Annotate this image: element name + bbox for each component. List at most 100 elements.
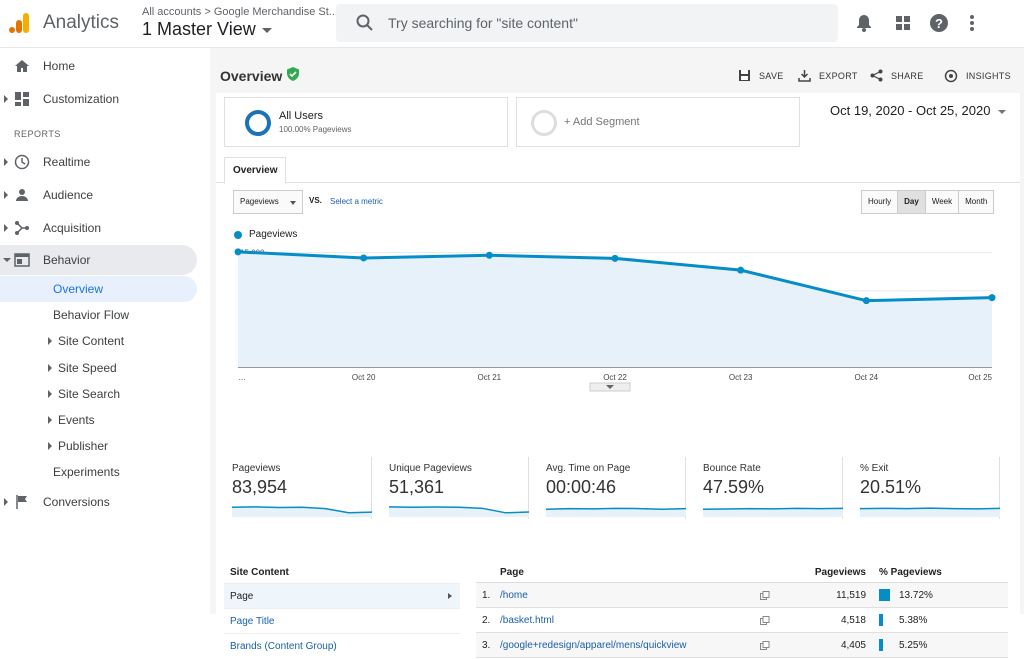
copy-icon[interactable] xyxy=(760,591,770,601)
scorecard[interactable]: % Exit 20.51% xyxy=(852,457,1000,519)
chevron-right-icon xyxy=(48,416,52,424)
top-bar: Analytics All accounts > Google Merchand… xyxy=(0,0,1024,48)
col-pageviews[interactable]: Pageviews xyxy=(814,567,866,578)
sidebar-item-label: Behavior xyxy=(43,253,91,267)
sidebar-item-behavior-flow[interactable]: Behavior Flow xyxy=(0,302,197,328)
dimension-brands[interactable]: Brands (Content Group) xyxy=(224,633,460,658)
export-label: EXPORT xyxy=(819,70,858,81)
sidebar-item-realtime[interactable]: Realtime xyxy=(0,147,197,177)
copy-icon[interactable] xyxy=(760,616,770,626)
sidebar-item-label: Acquisition xyxy=(43,221,102,235)
site-content-dimensions: Site Content Page Page Title Brands (Con… xyxy=(224,563,460,658)
sidebar-item-site-content[interactable]: Site Content xyxy=(0,328,197,354)
metric-dropdown-value: Pageviews xyxy=(240,197,279,206)
x-tick-label: ... xyxy=(239,373,246,382)
apps-grid-icon[interactable] xyxy=(893,13,913,33)
dimension-page[interactable]: Page xyxy=(224,583,460,608)
export-button[interactable]: EXPORT xyxy=(798,69,858,82)
select-metric-link[interactable]: Select a metric xyxy=(330,197,383,206)
scorecard[interactable]: Bounce Rate 47.59% xyxy=(695,457,843,519)
more-vert-icon[interactable] xyxy=(962,13,982,33)
scorecard-value: 83,954 xyxy=(232,477,288,497)
vs-label: VS. xyxy=(309,196,322,205)
scorecard[interactable]: Unique Pageviews 51,361 xyxy=(381,457,529,519)
svg-text:?: ? xyxy=(935,16,943,31)
sidebar-item-publisher[interactable]: Publisher xyxy=(0,433,197,459)
insights-button[interactable]: INSIGHTS xyxy=(944,69,1011,83)
scorecard[interactable]: Pageviews 83,954 xyxy=(224,457,372,519)
sidebar-item-home[interactable]: Home xyxy=(0,51,197,81)
sidebar-item-site-search[interactable]: Site Search xyxy=(0,381,197,407)
bell-icon[interactable] xyxy=(854,13,874,33)
row-pageviews: 4,518 xyxy=(840,615,866,626)
dimension-label: Page xyxy=(230,591,254,602)
tab-overview[interactable]: Overview xyxy=(224,157,287,184)
scorecard-label: Avg. Time on Page xyxy=(546,463,631,474)
sidebar-item-conversions[interactable]: Conversions xyxy=(0,487,197,517)
granularity-month-button[interactable]: Month xyxy=(959,191,994,213)
row-pct: 5.25% xyxy=(899,640,928,651)
chevron-right-icon xyxy=(4,95,8,103)
sidebar-item-acquisition[interactable]: Acquisition xyxy=(0,213,197,243)
granularity-toggle: Hourly Day Week Month xyxy=(861,190,995,214)
row-page-link[interactable]: /home xyxy=(500,590,528,601)
sparkline-line xyxy=(860,507,1000,510)
granularity-week-button[interactable]: Week xyxy=(925,191,960,213)
sidebar-item-label: Events xyxy=(58,413,95,427)
chevron-down-icon xyxy=(261,27,272,33)
table-row: 3. /google+redesign/apparel/mens/quickvie… xyxy=(476,633,1008,658)
sparkline-area xyxy=(546,508,686,517)
sidebar-item-experiments[interactable]: Experiments xyxy=(0,459,197,485)
add-segment-button[interactable]: + Add Segment xyxy=(516,97,800,147)
sparkline xyxy=(860,507,1000,517)
search-input[interactable] xyxy=(388,4,818,42)
search-bar[interactable] xyxy=(336,4,838,42)
empty-segment-ring-icon xyxy=(531,110,557,136)
sidebar-item-customization[interactable]: Customization xyxy=(0,84,197,114)
copy-icon[interactable] xyxy=(760,641,770,651)
sidebar-item-label: Home xyxy=(43,59,76,73)
row-page-link[interactable]: /google+redesign/apparel/mens/quickview xyxy=(500,640,687,651)
granularity-hourly-button[interactable]: Hourly xyxy=(862,191,899,213)
x-tick-label: Oct 25 xyxy=(968,373,992,382)
export-icon xyxy=(798,70,811,82)
date-range-label: Oct 19, 2020 - Oct 25, 2020 xyxy=(830,103,991,118)
date-range-picker[interactable]: Oct 19, 2020 - Oct 25, 2020 xyxy=(830,103,1007,118)
data-point xyxy=(485,251,493,259)
row-pageviews: 4,405 xyxy=(840,640,866,651)
share-button[interactable]: SHARE xyxy=(870,69,924,82)
row-index: 3. xyxy=(482,640,491,651)
scorecard-value: 00:00:46 xyxy=(546,477,617,497)
chevron-down-icon xyxy=(3,258,11,262)
sidebar-item-site-speed[interactable]: Site Speed xyxy=(0,355,197,381)
sidebar-item-behavior[interactable]: Behavior xyxy=(0,245,197,275)
sparkline xyxy=(389,506,529,517)
save-button[interactable]: SAVE xyxy=(738,69,784,82)
chevron-right-icon xyxy=(48,390,52,398)
share-label: SHARE xyxy=(891,70,924,81)
scorecard[interactable]: Avg. Time on Page 00:00:46 xyxy=(538,457,686,519)
metric-dropdown[interactable]: Pageviews xyxy=(233,190,303,214)
sparkline xyxy=(703,507,843,517)
chevron-right-icon xyxy=(48,442,52,450)
sidebar-item-audience[interactable]: Audience xyxy=(0,180,197,210)
sidebar-item-overview[interactable]: Overview xyxy=(0,276,197,302)
help-icon[interactable]: ? xyxy=(929,13,949,33)
insights-icon xyxy=(944,69,958,83)
segment-all-users[interactable]: All Users 100.00% Pageviews xyxy=(224,97,508,147)
sidebar-item-events[interactable]: Events xyxy=(0,407,197,433)
analytics-logo-icon[interactable] xyxy=(8,12,30,34)
data-point xyxy=(737,266,745,274)
home-icon xyxy=(15,60,29,72)
dimension-page-title[interactable]: Page Title xyxy=(224,608,460,633)
view-selector[interactable]: 1 Master View xyxy=(142,19,272,40)
sparkline-area xyxy=(703,508,843,517)
main-content: Overview SAVE EXPORT SHARE INSIGHTS All … xyxy=(210,48,1024,658)
save-label: SAVE xyxy=(759,70,784,81)
granularity-day-button[interactable]: Day xyxy=(898,191,926,213)
row-page-link[interactable]: /basket.html xyxy=(500,615,554,626)
flag-icon xyxy=(16,495,27,509)
account-breadcrumb[interactable]: All accounts > Google Merchandise St... xyxy=(142,6,338,18)
chevron-right-icon xyxy=(4,191,8,199)
data-point xyxy=(611,254,619,262)
